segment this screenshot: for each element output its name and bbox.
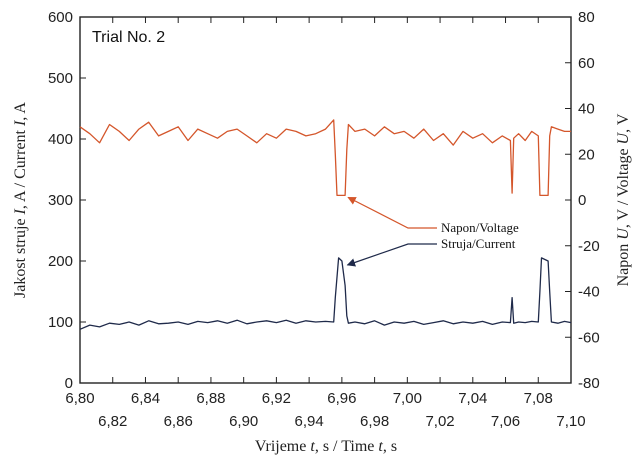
y-right-tick-label: -20 — [578, 238, 600, 255]
y-left-tick-label: 0 — [65, 375, 73, 392]
x-tick-label: 6,98 — [360, 413, 389, 430]
x-tick-label: 7,02 — [425, 413, 454, 430]
y-left-tick-label: 400 — [48, 131, 73, 148]
y-axis-right-ticks: -80 -60 -40 -20 0 20 40 60 80 — [565, 9, 600, 392]
series-line-voltage — [79, 119, 571, 197]
x-tick-label: 7,10 — [556, 413, 585, 430]
x-tick-label: 6,94 — [295, 413, 324, 430]
y-right-tick-label: 40 — [578, 101, 595, 118]
chart-title: Trial No. 2 — [92, 29, 165, 46]
y-axis-right-title: Napon U, V / Voltage U, V — [615, 113, 632, 286]
y-right-tick-label: -40 — [578, 284, 600, 301]
y-left-tick-label: 500 — [48, 70, 73, 87]
y-left-tick-label: 200 — [48, 253, 73, 270]
x-tick-label: 6,84 — [131, 390, 160, 407]
x-tick-label: 6,88 — [196, 390, 225, 407]
y-right-tick-label: 80 — [578, 9, 595, 26]
x-tick-label: 7,04 — [458, 390, 487, 407]
y-left-tick-label: 600 — [48, 9, 73, 26]
voltage-annotation-arrow — [347, 196, 437, 229]
x-tick-label: 6,82 — [98, 413, 127, 430]
plot-frame — [79, 16, 572, 384]
x-axis-title: Vrijeme t, s / Time t, s — [255, 438, 397, 455]
x-axis-ticks: 6,806,826,846,866,886,906,926,946,966,98… — [65, 17, 586, 430]
x-tick-label: 6,90 — [229, 413, 258, 430]
y-right-tick-label: 60 — [578, 55, 595, 72]
current-annotation-arrow — [346, 243, 437, 267]
y-right-tick-label: -80 — [578, 375, 600, 392]
x-tick-label: 7,06 — [491, 413, 520, 430]
y-right-tick-label: 0 — [578, 192, 586, 209]
series-line-current — [79, 257, 572, 330]
y-left-tick-label: 300 — [48, 192, 73, 209]
x-tick-label: 7,08 — [524, 390, 553, 407]
x-tick-label: 7,00 — [393, 390, 422, 407]
y-axis-left-title: Jakost struje I, A / Current I, A — [12, 102, 29, 298]
y-right-tick-label: -60 — [578, 329, 600, 346]
y-right-tick-label: 20 — [578, 146, 595, 163]
x-tick-label: 6,80 — [65, 390, 94, 407]
x-tick-label: 6,86 — [164, 413, 193, 430]
series-layer — [79, 119, 572, 330]
y-left-tick-label: 100 — [48, 314, 73, 331]
x-tick-label: 6,92 — [262, 390, 291, 407]
current-annotation-label: Struja/Current — [441, 236, 516, 251]
x-tick-label: 6,96 — [327, 390, 356, 407]
y-axis-left-ticks: 0 100 200 300 400 500 600 — [48, 9, 86, 392]
voltage-annotation-label: Napon/Voltage — [441, 220, 519, 235]
